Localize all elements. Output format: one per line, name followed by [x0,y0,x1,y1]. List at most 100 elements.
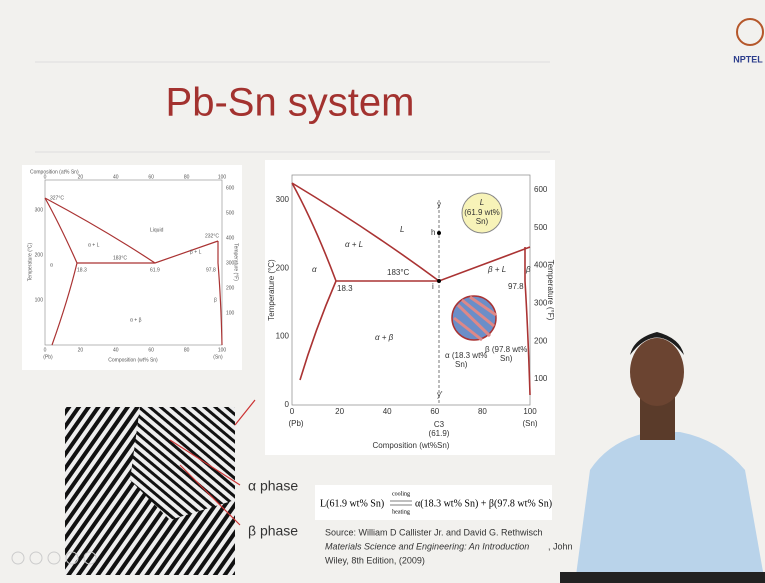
tick-label: 20 [335,407,344,416]
label: 327°C [50,195,64,201]
label: 183°C [387,268,410,277]
tick-label: (Sn) [522,419,537,428]
axis-label: Composition (at% Sn) [30,169,79,175]
label: 183°C [113,255,127,261]
equation-text: cooling [392,491,410,497]
label: y' [437,390,443,399]
logo-mark [737,19,763,45]
bubble-text: L [480,198,484,207]
tick-label: 0 [285,400,290,409]
note: Sn) [455,360,468,369]
head [630,338,684,406]
tick-label: 500 [534,223,548,232]
slide: Pb-Sn system NPTEL Composition (at% Sn) … [0,0,765,583]
label: C3 [434,420,445,429]
bubble-text: Sn) [476,217,489,226]
big-phase-diagram: L α + L β + L α β 183°C 18.3 97.8 α + β … [265,160,555,455]
phase-label: α phase [248,478,298,494]
tick-label: 100 [218,347,227,353]
tick-label: 200 [534,336,548,345]
bubble-text: (61.9 wt% [464,208,500,217]
equation-text: α(18.3 wt% Sn) + β(97.8 wt% Sn) [415,498,552,509]
tick-label: 100 [276,332,290,341]
tick-label: 300 [276,195,290,204]
tick-label: 60 [148,347,154,353]
slide-canvas: Pb-Sn system NPTEL Composition (at% Sn) … [0,0,765,583]
label: β [214,297,217,303]
equation-text: L(61.9 wt% Sn) [320,498,384,509]
tick-label: 20 [78,347,84,353]
label: i [432,282,434,291]
tick-label: 300 [35,207,44,213]
axis-label: Composition (wt% Sn) [108,357,158,363]
label: β + L [190,249,202,255]
label: (61.9) [429,429,450,438]
tick-label: 300 [226,260,235,266]
control[interactable] [12,552,24,564]
note: Sn) [500,354,513,363]
tick-label: 300 [534,299,548,308]
tick-label: 100 [534,374,548,383]
control[interactable] [48,552,60,564]
label: α + β [375,333,394,342]
desk [560,572,765,583]
tick-label: 100 [226,310,235,316]
tick-label: (Sn) [213,354,223,360]
tick-label: 40 [383,407,392,416]
label: y [437,200,441,209]
tick-label: 40 [113,347,119,353]
tick-label: 60 [430,407,439,416]
label: h [431,228,435,237]
label: Liquid [150,227,164,233]
label: 97.8 [206,267,216,273]
tick-label: 80 [184,174,190,180]
tick-label: (Pb) [288,419,303,428]
tick-label: 200 [276,263,290,272]
source-text: , John [548,541,573,551]
axis-label: Composition (wt%Sn) [373,441,450,450]
label: β [525,265,531,274]
shirt [575,432,765,583]
tick-label: 400 [226,235,235,241]
tick-label: 100 [35,297,44,303]
phase-label: β phase [248,523,298,539]
label: 61.9 [150,267,160,273]
micrograph: α phase β phase [65,400,298,575]
tick-label: 20 [78,174,84,180]
presenter [560,332,765,583]
tick-label: 40 [113,174,119,180]
point [437,279,441,283]
tick-label: 600 [534,185,548,194]
label: 232°C [205,233,219,239]
label: α + L [88,242,100,248]
small-phase-diagram: Composition (at% Sn) 327°C α + L Liquid … [22,165,242,370]
tick-label: 60 [148,174,154,180]
slide-title: Pb-Sn system [166,81,415,125]
label: α [50,262,53,268]
tick-label: 0 [44,174,47,180]
tick-label: 400 [534,261,548,270]
logo-text: NPTEL [733,54,763,64]
label: α + β [130,317,142,323]
tick-label: 100 [218,174,227,180]
tick-label: 500 [226,210,235,216]
tick-label: 600 [226,185,235,191]
point [437,231,441,235]
label: 18.3 [77,267,87,273]
tick-label: 0 [290,407,295,416]
tick-label: 100 [523,407,537,416]
source: Source: William D Callister Jr. and Davi… [325,527,573,565]
control[interactable] [30,552,42,564]
note: α (18.3 wt% [445,351,487,360]
equation: L(61.9 wt% Sn) cooling heating α(18.3 wt… [315,485,552,520]
label: 18.3 [337,284,353,293]
note: β (97.8 wt% [485,345,527,354]
source-text: Wiley, 8th Edition, (2009) [325,555,425,565]
tick-label: 80 [478,407,487,416]
label: α + L [345,240,363,249]
label: β + L [487,265,506,274]
equation-text: heating [392,509,410,515]
label: 97.8 [508,282,524,291]
tick-label: 80 [184,347,190,353]
label: α [312,265,317,274]
